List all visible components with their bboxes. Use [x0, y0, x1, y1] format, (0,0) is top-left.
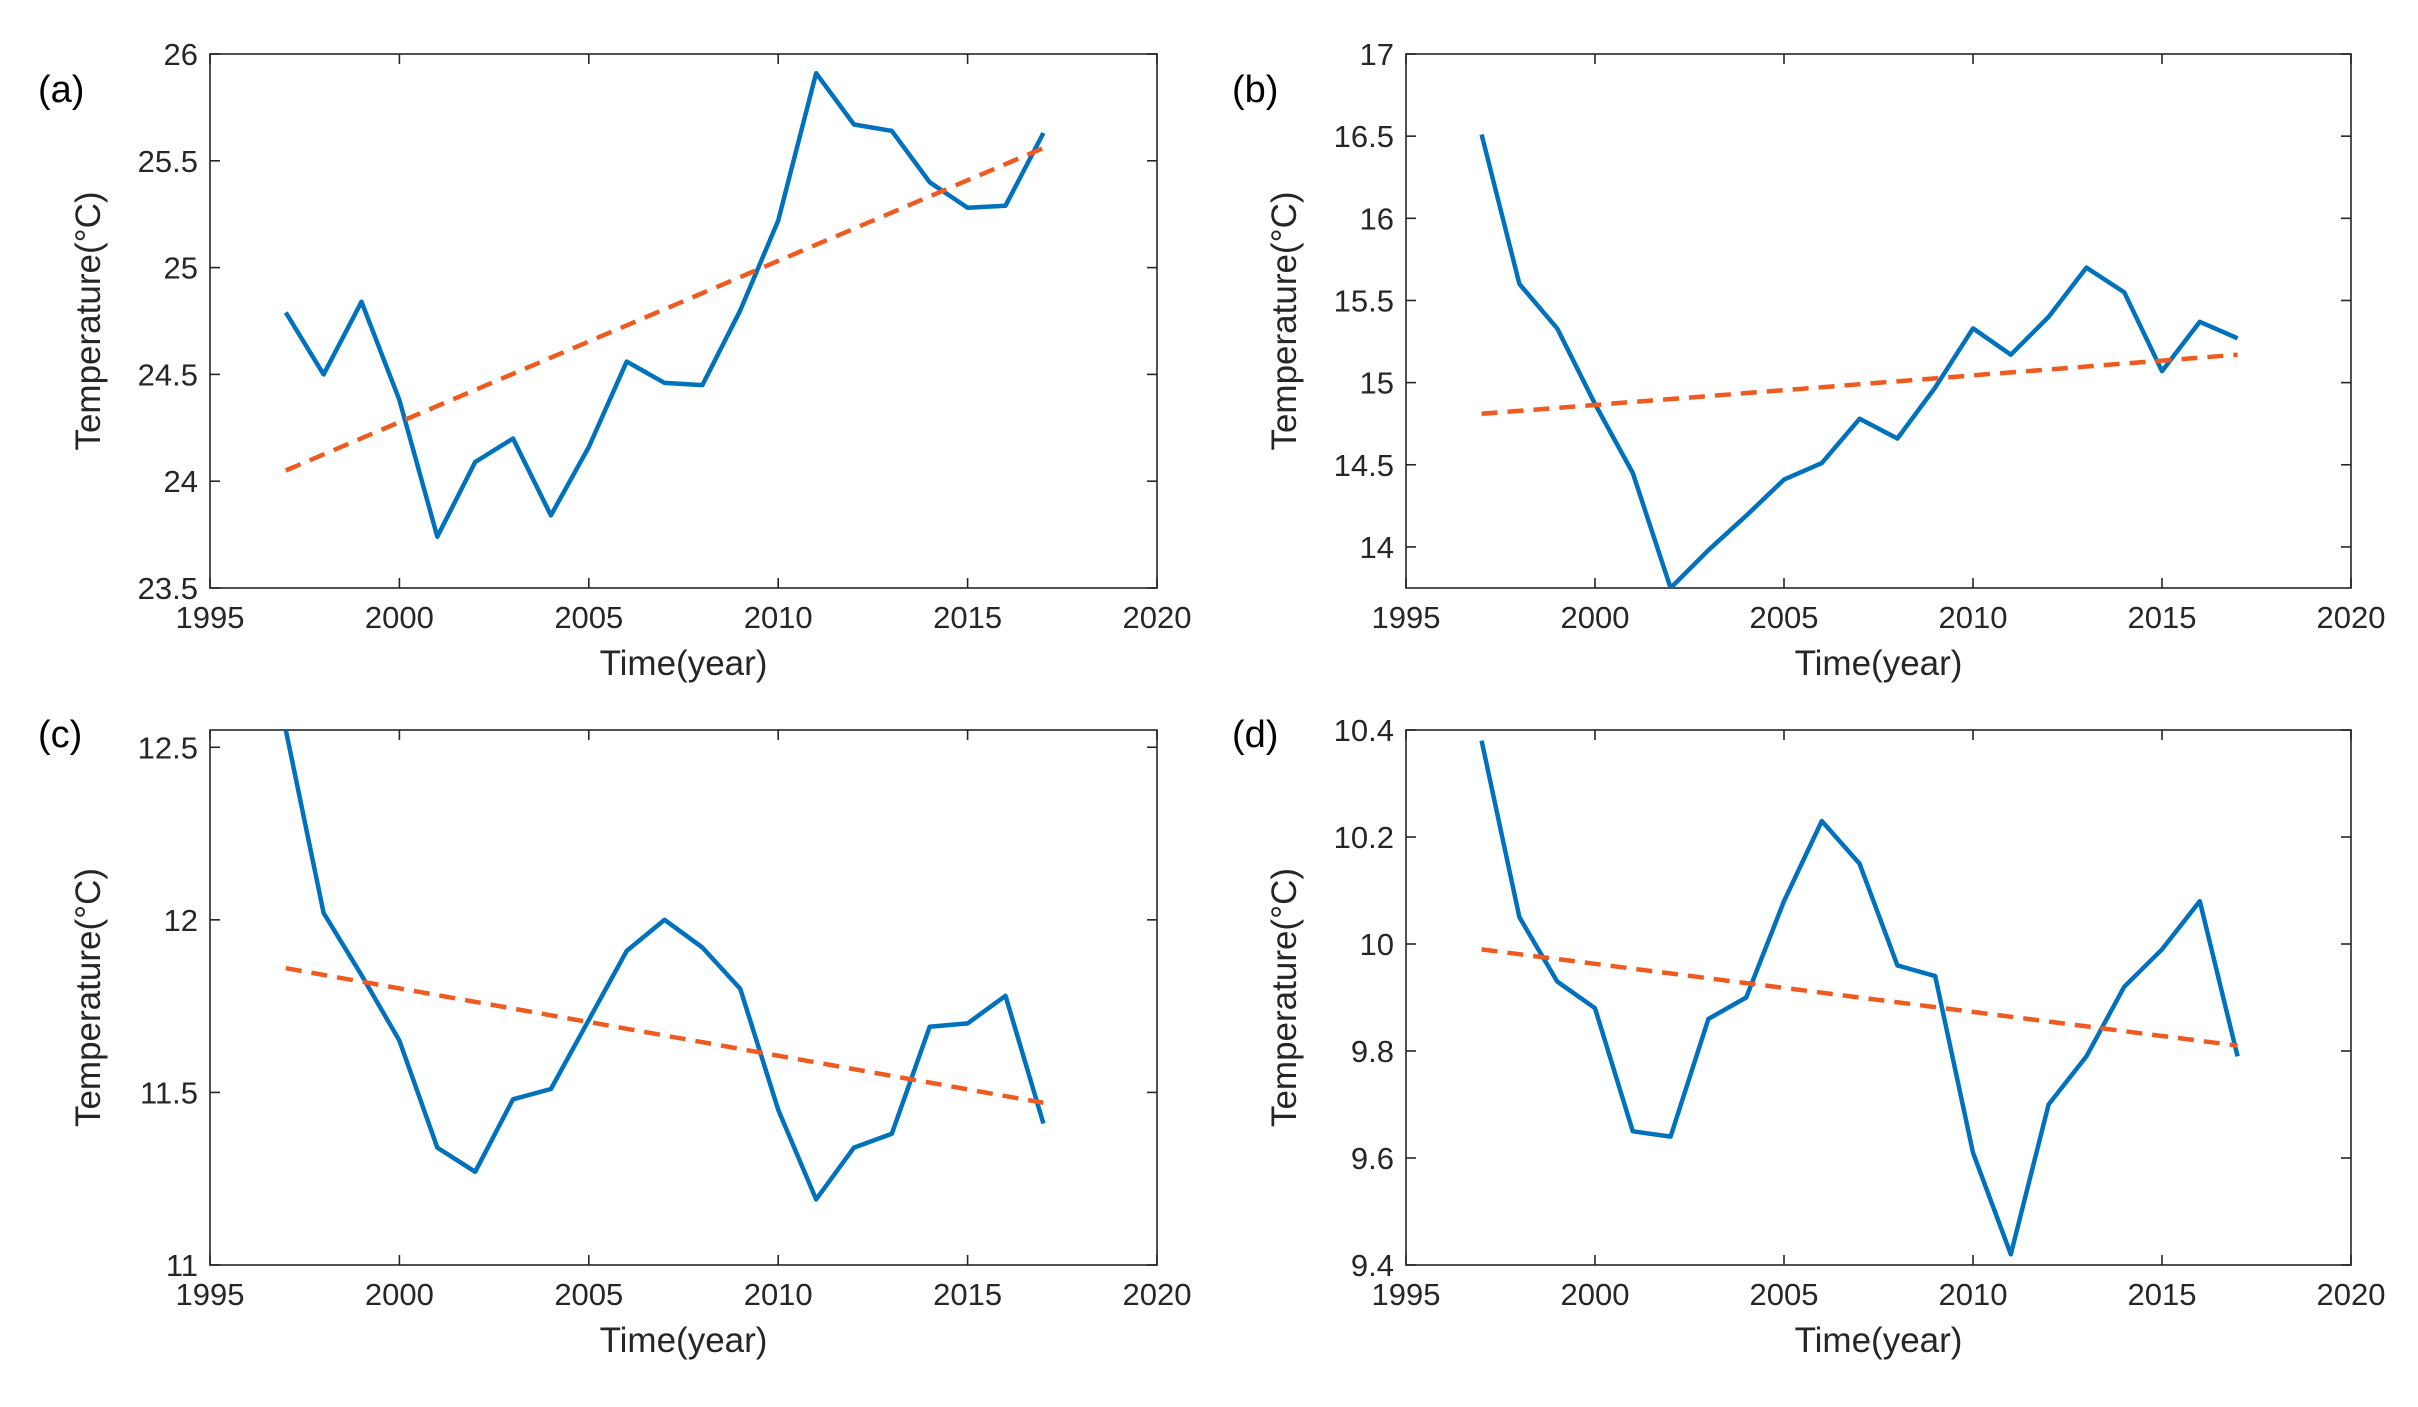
y-tick-label-b: 14.5	[1334, 448, 1394, 483]
x-tick-label-d: 2005	[1750, 1277, 1819, 1312]
panel-a: 1995 2000 2005 2010 2015 2020 23.5 24 24.5 25 25.5…	[38, 37, 1191, 683]
x-tick-label-b: 2010	[1939, 600, 2008, 635]
x-axis-label-b: Time(year)	[1795, 644, 1963, 683]
x-tick-label-d: 2010	[1939, 1277, 2008, 1312]
x-tick-label-b: 1995	[1372, 600, 1441, 635]
y-tick-label-b: 16.5	[1334, 119, 1394, 154]
x-tick-label-c: 2010	[744, 1277, 813, 1312]
panel-c: 1995 2000 2005 2010 2015 2020 11 11.5 12 12.5 Time…	[38, 714, 1191, 1360]
x-tick-label-b: 2020	[2317, 600, 2386, 635]
x-tick-label-c: 2000	[365, 1277, 434, 1312]
y-axis-label-c: Temperature(°C)	[69, 868, 108, 1127]
y-tick-label-d: 9.4	[1351, 1248, 1394, 1283]
y-tick-label-c: 12.5	[138, 730, 198, 765]
x-axis-label-c: Time(year)	[600, 1321, 768, 1360]
x-tick-label-a: 2005	[554, 600, 623, 635]
y-tick-label-a: 24.5	[138, 357, 198, 392]
y-tick-label-d: 10	[1360, 927, 1394, 962]
y-tick-label-c: 11.5	[140, 1075, 198, 1110]
x-tick-label-d: 2020	[2317, 1277, 2386, 1312]
y-tick-label-b: 14	[1360, 530, 1394, 565]
panel-b: 1995 2000 2005 2010 2015 2020 14 14.5 15 15.5 16 16…	[1232, 37, 2385, 683]
x-tick-label-a: 2000	[365, 600, 434, 635]
x-tick-label-c: 1995	[176, 1277, 245, 1312]
x-tick-label-a: 1995	[176, 600, 245, 635]
x-tick-label-a: 2015	[933, 600, 1002, 635]
x-tick-label-c: 2020	[1123, 1277, 1192, 1312]
x-tick-label-c: 2005	[554, 1277, 623, 1312]
x-tick-label-b: 2005	[1750, 600, 1819, 635]
y-tick-label-c: 11	[166, 1248, 198, 1283]
y-tick-label-c: 12	[164, 903, 198, 938]
y-tick-label-b: 17	[1360, 37, 1394, 72]
y-tick-label-a: 26	[164, 37, 198, 72]
y-tick-label-b: 15	[1360, 366, 1394, 401]
y-tick-label-d: 10.4	[1334, 713, 1394, 748]
x-tick-label-b: 2015	[2128, 600, 2197, 635]
axes-frame-b	[1405, 53, 2352, 589]
trend-line-b	[1481, 352, 2238, 417]
x-tick-label-a: 2020	[1123, 600, 1192, 635]
panel-label-a: (a)	[38, 69, 84, 111]
y-tick-label-b: 16	[1360, 201, 1394, 236]
x-tick-label-d: 1995	[1372, 1277, 1441, 1312]
temperature-line-b	[1479, 133, 2239, 588]
x-axis-label-d: Time(year)	[1795, 1321, 1963, 1360]
y-axis-label-b: Temperature(°C)	[1265, 191, 1304, 450]
y-tick-label-d: 9.6	[1351, 1141, 1394, 1176]
panel-d: 1995 2000 2005 2010 2015 2020 9.4 9.6 9.8 10 10.2 1…	[1232, 713, 2385, 1360]
axes-frame-c	[209, 729, 1158, 1266]
y-tick-label-d: 9.8	[1351, 1034, 1394, 1069]
y-axis-label-d: Temperature(°C)	[1265, 868, 1304, 1127]
temperature-line-c	[283, 730, 1046, 1202]
temperature-line-a	[283, 70, 1046, 539]
y-tick-label-a: 25	[164, 251, 198, 286]
x-tick-label-d: 2015	[2128, 1277, 2197, 1312]
x-tick-label-a: 2010	[744, 600, 813, 635]
x-tick-label-d: 2000	[1561, 1277, 1630, 1312]
x-tick-label-b: 2000	[1561, 600, 1630, 635]
y-axis-label-a: Temperature(°C)	[69, 191, 108, 450]
panel-label-b: (b)	[1232, 69, 1278, 111]
x-tick-label-c: 2015	[933, 1277, 1002, 1312]
panel-label-d: (d)	[1232, 714, 1278, 756]
axes-frame-d	[1405, 729, 2352, 1266]
y-tick-label-a: 24	[164, 464, 198, 499]
y-tick-label-a: 23.5	[138, 571, 198, 606]
temperature-line-d	[1479, 740, 2240, 1257]
trend-line-a	[284, 145, 1045, 473]
panel-label-c: (c)	[38, 714, 82, 756]
y-tick-label-d: 10.2	[1334, 820, 1394, 855]
y-tick-label-b: 15.5	[1334, 283, 1394, 318]
y-tick-label-a: 25.5	[138, 144, 198, 179]
x-axis-label-a: Time(year)	[600, 644, 768, 683]
trend-line-d	[1481, 947, 2238, 1048]
